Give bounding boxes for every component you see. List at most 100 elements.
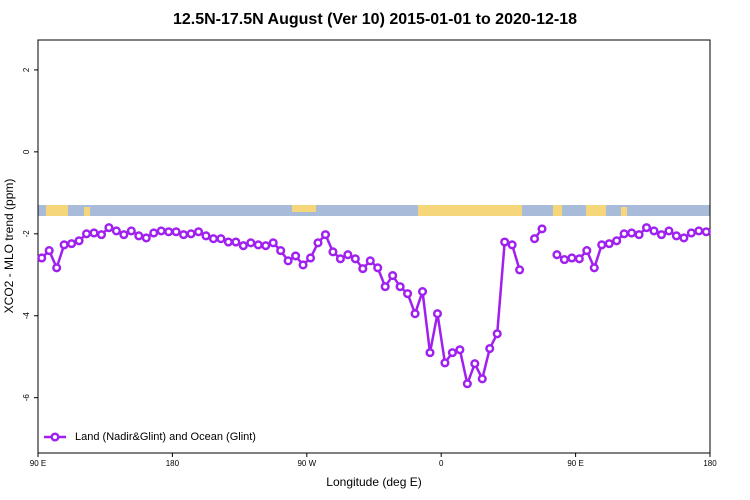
legend-marker xyxy=(50,432,60,442)
data-point xyxy=(529,234,540,244)
data-point xyxy=(81,229,92,239)
data-point xyxy=(216,234,226,244)
data-point xyxy=(664,226,674,236)
data-point xyxy=(193,227,204,237)
data-point xyxy=(701,227,711,237)
data-point xyxy=(59,240,69,250)
data-point xyxy=(37,253,47,263)
data-point xyxy=(283,256,293,266)
data-point xyxy=(627,228,637,238)
data-point xyxy=(656,230,667,240)
data-point xyxy=(238,241,248,251)
data-point xyxy=(74,236,84,246)
data-point xyxy=(582,246,592,256)
data-point xyxy=(671,231,681,241)
data-point xyxy=(403,289,413,299)
data-point xyxy=(641,223,652,233)
y-tick-label: -2 xyxy=(22,230,31,238)
data-point xyxy=(440,358,450,368)
data-point xyxy=(597,240,607,250)
data-point xyxy=(500,237,510,247)
data-point xyxy=(291,251,301,261)
y-tick-label: -4 xyxy=(22,312,31,320)
data-point xyxy=(298,260,308,270)
x-axis-label: Longitude (deg E) xyxy=(326,475,421,489)
data-point xyxy=(305,253,316,263)
data-point xyxy=(171,227,181,237)
data-point xyxy=(515,265,525,275)
data-point xyxy=(201,231,211,241)
data-point xyxy=(134,231,144,241)
legend-label: Land (Nadir&Glint) and Ocean (Glint) xyxy=(75,431,256,443)
data-point xyxy=(559,255,569,265)
data-point xyxy=(694,226,704,236)
x-tick-label: 0 xyxy=(439,459,444,468)
data-point xyxy=(44,246,54,256)
y-tick-label: -6 xyxy=(22,394,31,402)
plot-frame xyxy=(37,39,711,454)
data-point xyxy=(492,329,502,339)
data-point xyxy=(164,227,174,237)
data-point xyxy=(156,226,166,236)
data-point xyxy=(462,379,472,389)
data-point xyxy=(246,238,256,248)
data-point xyxy=(589,263,599,273)
x-tick-label: 90 W xyxy=(297,459,316,468)
data-point xyxy=(507,240,517,250)
data-point xyxy=(686,228,696,238)
data-point xyxy=(276,246,286,256)
data-point xyxy=(373,263,383,273)
data-point xyxy=(328,247,338,257)
x-tick-label: 90 E xyxy=(567,459,583,468)
data-point xyxy=(567,253,577,263)
data-point xyxy=(485,343,495,354)
data-point xyxy=(111,226,121,236)
data-point xyxy=(343,250,353,260)
data-point xyxy=(320,230,331,240)
data-point xyxy=(179,230,189,240)
data-point xyxy=(537,224,547,234)
data-point xyxy=(395,282,405,292)
series-line xyxy=(40,226,707,389)
data-point xyxy=(253,240,263,250)
data-point xyxy=(186,229,196,239)
data-point xyxy=(477,374,487,384)
data-point xyxy=(89,228,99,238)
data-point xyxy=(358,264,368,274)
data-point xyxy=(388,271,398,281)
data-point xyxy=(104,223,114,233)
data-point xyxy=(417,287,428,297)
data-point xyxy=(470,359,480,369)
y-tick-label: 0 xyxy=(22,149,31,154)
data-point xyxy=(119,230,129,240)
y-tick-label: 2 xyxy=(22,67,31,72)
data-point xyxy=(604,239,614,249)
x-tick-label: 180 xyxy=(703,459,717,468)
data-point xyxy=(365,256,375,266)
data-point xyxy=(96,230,107,240)
data-point xyxy=(149,228,159,238)
data-point xyxy=(223,237,233,247)
data-point xyxy=(679,233,689,243)
data-point xyxy=(268,238,278,248)
data-point xyxy=(231,237,241,247)
data-point xyxy=(350,254,360,264)
data-point xyxy=(67,239,77,249)
data-point xyxy=(455,345,465,355)
data-point xyxy=(612,236,622,246)
data-point xyxy=(313,238,323,248)
data-point xyxy=(52,263,62,273)
data-point xyxy=(261,241,271,251)
data-point xyxy=(208,234,219,244)
data-point xyxy=(335,254,345,264)
data-point xyxy=(126,226,136,236)
data-point xyxy=(141,233,151,243)
data-point xyxy=(425,348,435,358)
data-point xyxy=(447,348,457,358)
data-point xyxy=(380,282,390,292)
data-point xyxy=(649,226,659,236)
map-strip xyxy=(38,205,710,216)
data-point xyxy=(634,230,644,240)
x-tick-label: 90 E xyxy=(30,459,46,468)
